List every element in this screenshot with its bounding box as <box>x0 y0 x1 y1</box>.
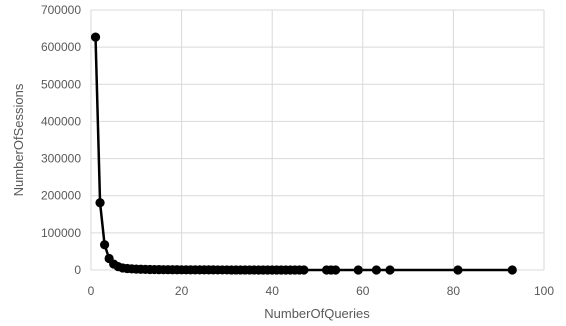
x-tick-label: 80 <box>447 284 461 298</box>
y-tick-label: 600000 <box>41 40 81 54</box>
series-line <box>94 37 513 272</box>
y-tick-label: 700000 <box>41 3 81 17</box>
y-tick-label: 300000 <box>41 152 81 166</box>
data-point <box>331 265 341 275</box>
grid-lines <box>90 9 545 271</box>
data-point <box>95 198 105 208</box>
y-tick-label: 200000 <box>41 189 81 203</box>
data-point <box>507 265 517 275</box>
y-tick-label: 0 <box>74 263 81 277</box>
data-point <box>385 265 395 275</box>
tick-labels: 0 100000 200000 300000 400000 500000 600000 700… <box>41 3 554 298</box>
y-tick-label: 500000 <box>41 77 81 91</box>
x-axis-title: NumberOfQueries <box>264 306 370 321</box>
y-tick-label: 400000 <box>41 114 81 128</box>
data-point <box>90 32 101 42</box>
data-point <box>353 265 363 275</box>
data-point <box>99 240 110 250</box>
x-tick-label: 0 <box>88 284 95 298</box>
x-tick-label: 100 <box>534 284 554 298</box>
data-point <box>453 265 463 275</box>
data-point <box>371 265 381 275</box>
x-tick-label: 60 <box>356 284 370 298</box>
y-tick-label: 100000 <box>41 226 81 240</box>
data-points <box>90 32 517 275</box>
x-tick-label: 20 <box>175 284 189 298</box>
x-tick-label: 40 <box>266 284 280 298</box>
y-axis-title: NumberOfSessions <box>11 83 26 196</box>
data-point <box>299 265 309 275</box>
series-line-group <box>94 37 513 272</box>
